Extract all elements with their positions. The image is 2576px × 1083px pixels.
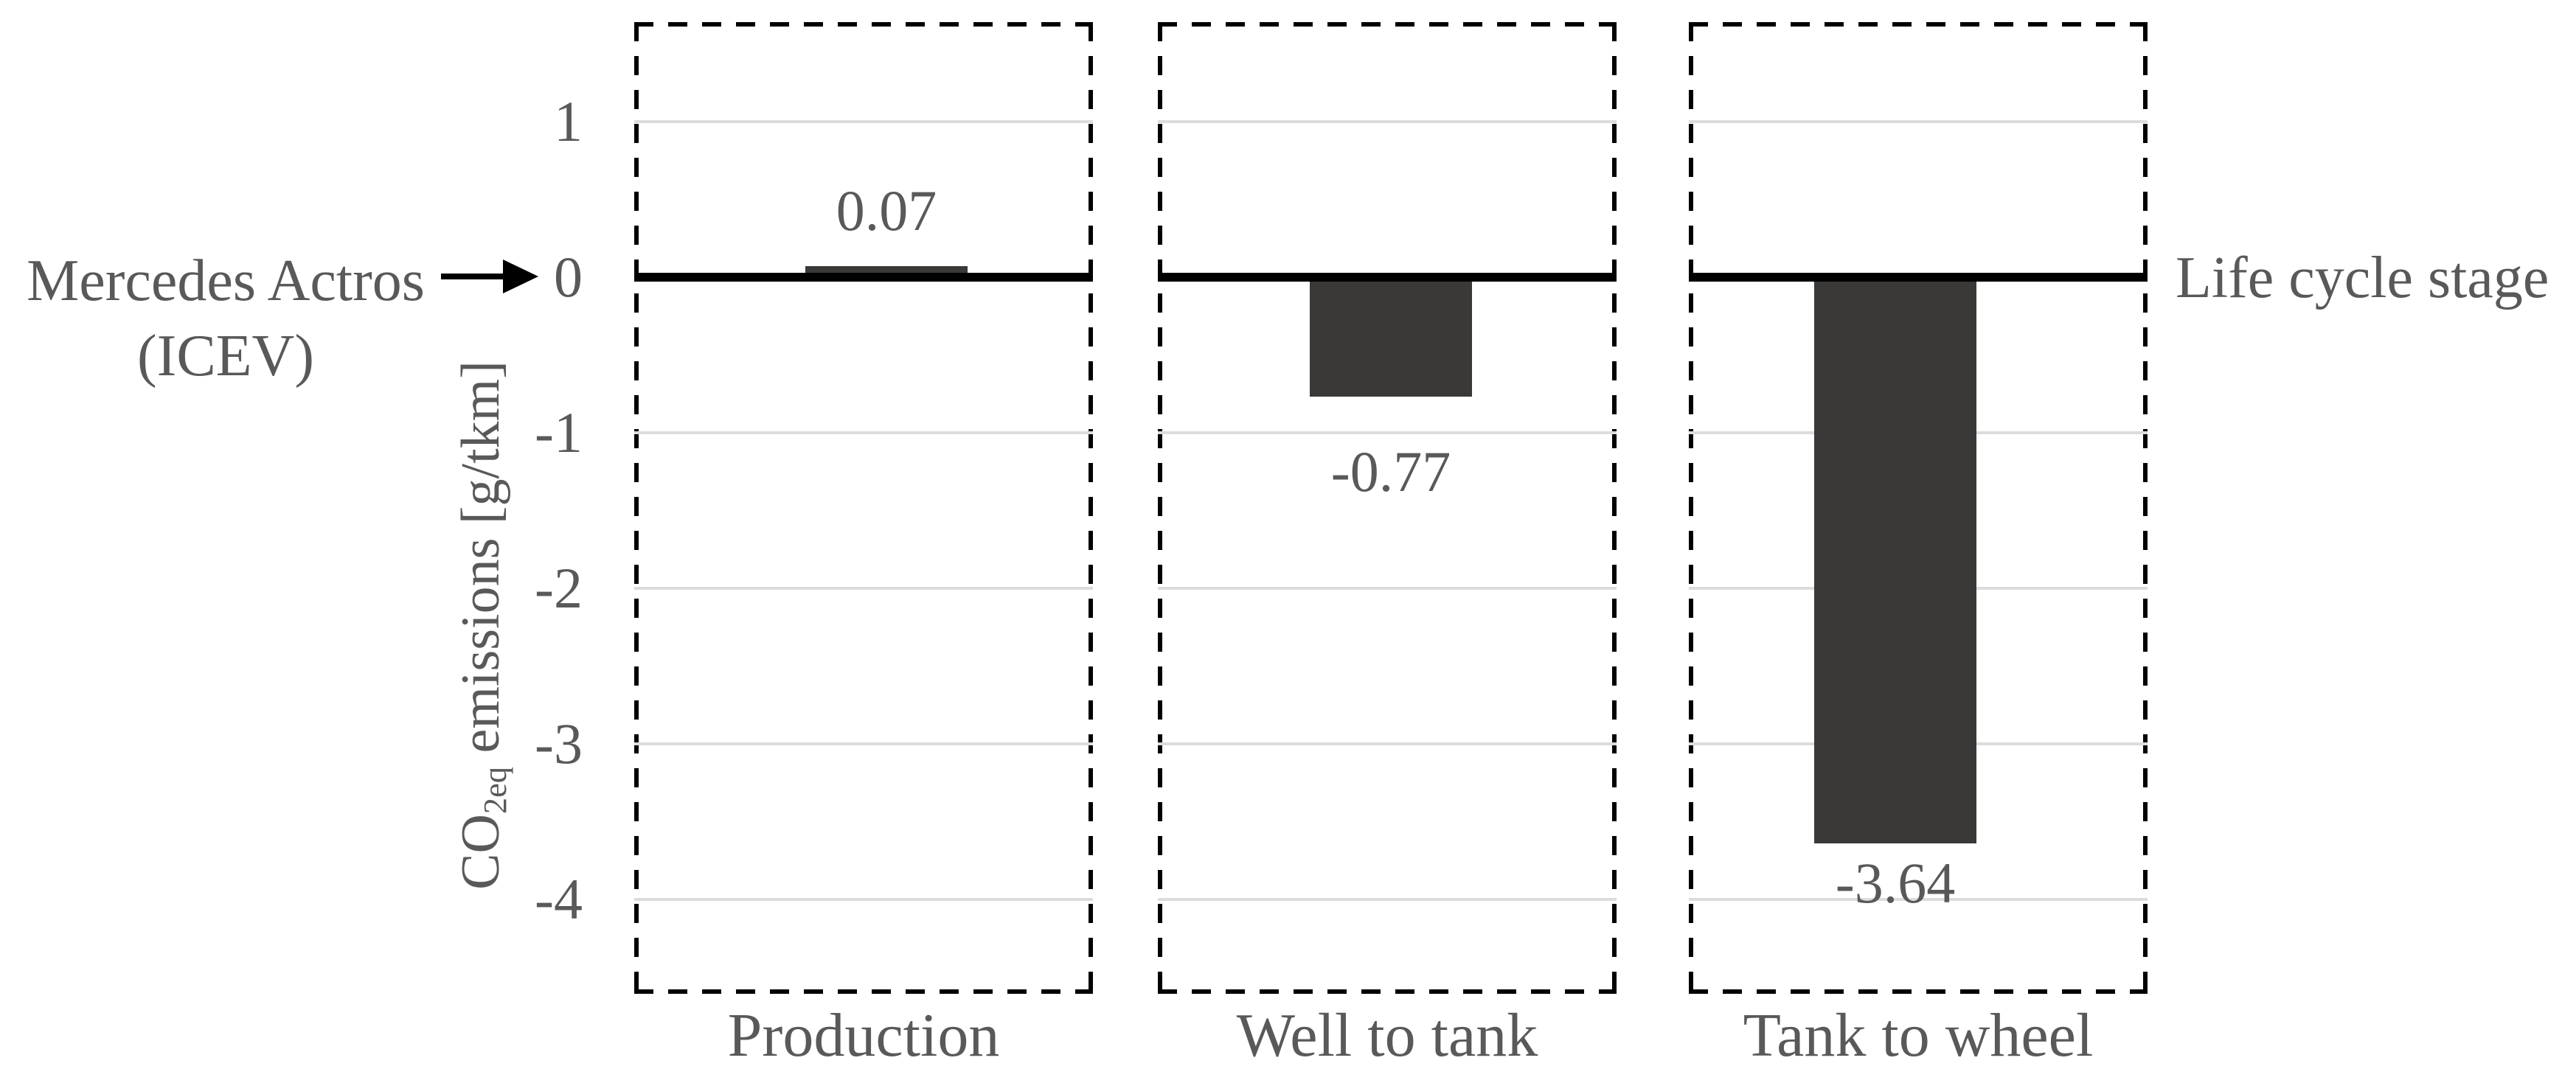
- y-tick-label: -3: [535, 711, 583, 776]
- bar-tank-to-wheel: [1814, 277, 1976, 843]
- y-tick-label: 1: [554, 89, 583, 153]
- zero-axis-line: [634, 273, 1093, 282]
- x-axis-title: Life cycle stage: [2176, 245, 2549, 310]
- series-arrow-head-icon: [503, 260, 538, 293]
- y-axis-title: CO2eq emissions [g/tkm]: [448, 293, 514, 957]
- gridline: [634, 431, 1093, 434]
- gridline: [1689, 120, 2148, 123]
- zero-axis-line: [1689, 273, 2148, 282]
- zero-axis-line: [1158, 273, 1617, 282]
- series-label-line2: (ICEV): [137, 324, 314, 389]
- gridline: [634, 120, 1093, 123]
- gridline: [634, 742, 1093, 745]
- category-label: Tank to wheel: [1743, 1001, 2094, 1070]
- y-axis-title-prefix: CO: [451, 814, 511, 890]
- value-label: -0.77: [1330, 439, 1451, 504]
- y-tick-label: -4: [535, 867, 583, 931]
- y-tick-label: -2: [535, 556, 583, 620]
- y-axis-title-subscript: 2eq: [476, 767, 513, 815]
- gridline: [1689, 898, 2148, 901]
- series-label-line1: Mercedes Actros: [27, 248, 425, 313]
- gridline: [1158, 587, 1617, 590]
- series-arrow-line: [441, 274, 503, 279]
- series-label: Mercedes Actros (ICEV): [0, 243, 451, 394]
- gridline: [1158, 898, 1617, 901]
- gridline: [634, 898, 1093, 901]
- category-label: Well to tank: [1236, 1001, 1538, 1070]
- value-label: 0.07: [836, 178, 937, 243]
- gridline: [1158, 120, 1617, 123]
- panel-box-1: [634, 22, 1093, 994]
- y-tick-label: 0: [554, 245, 583, 309]
- gridline: [1158, 431, 1617, 434]
- panel-box-2: [1158, 22, 1617, 994]
- gridline: [1158, 742, 1617, 745]
- value-label: -3.64: [1835, 851, 1956, 915]
- gridline: [634, 587, 1093, 590]
- y-axis-title-suffix: emissions [g/tkm]: [451, 361, 511, 767]
- bar-well-to-tank: [1310, 277, 1472, 397]
- y-tick-label: -1: [535, 400, 583, 464]
- category-label: Production: [727, 1001, 1000, 1070]
